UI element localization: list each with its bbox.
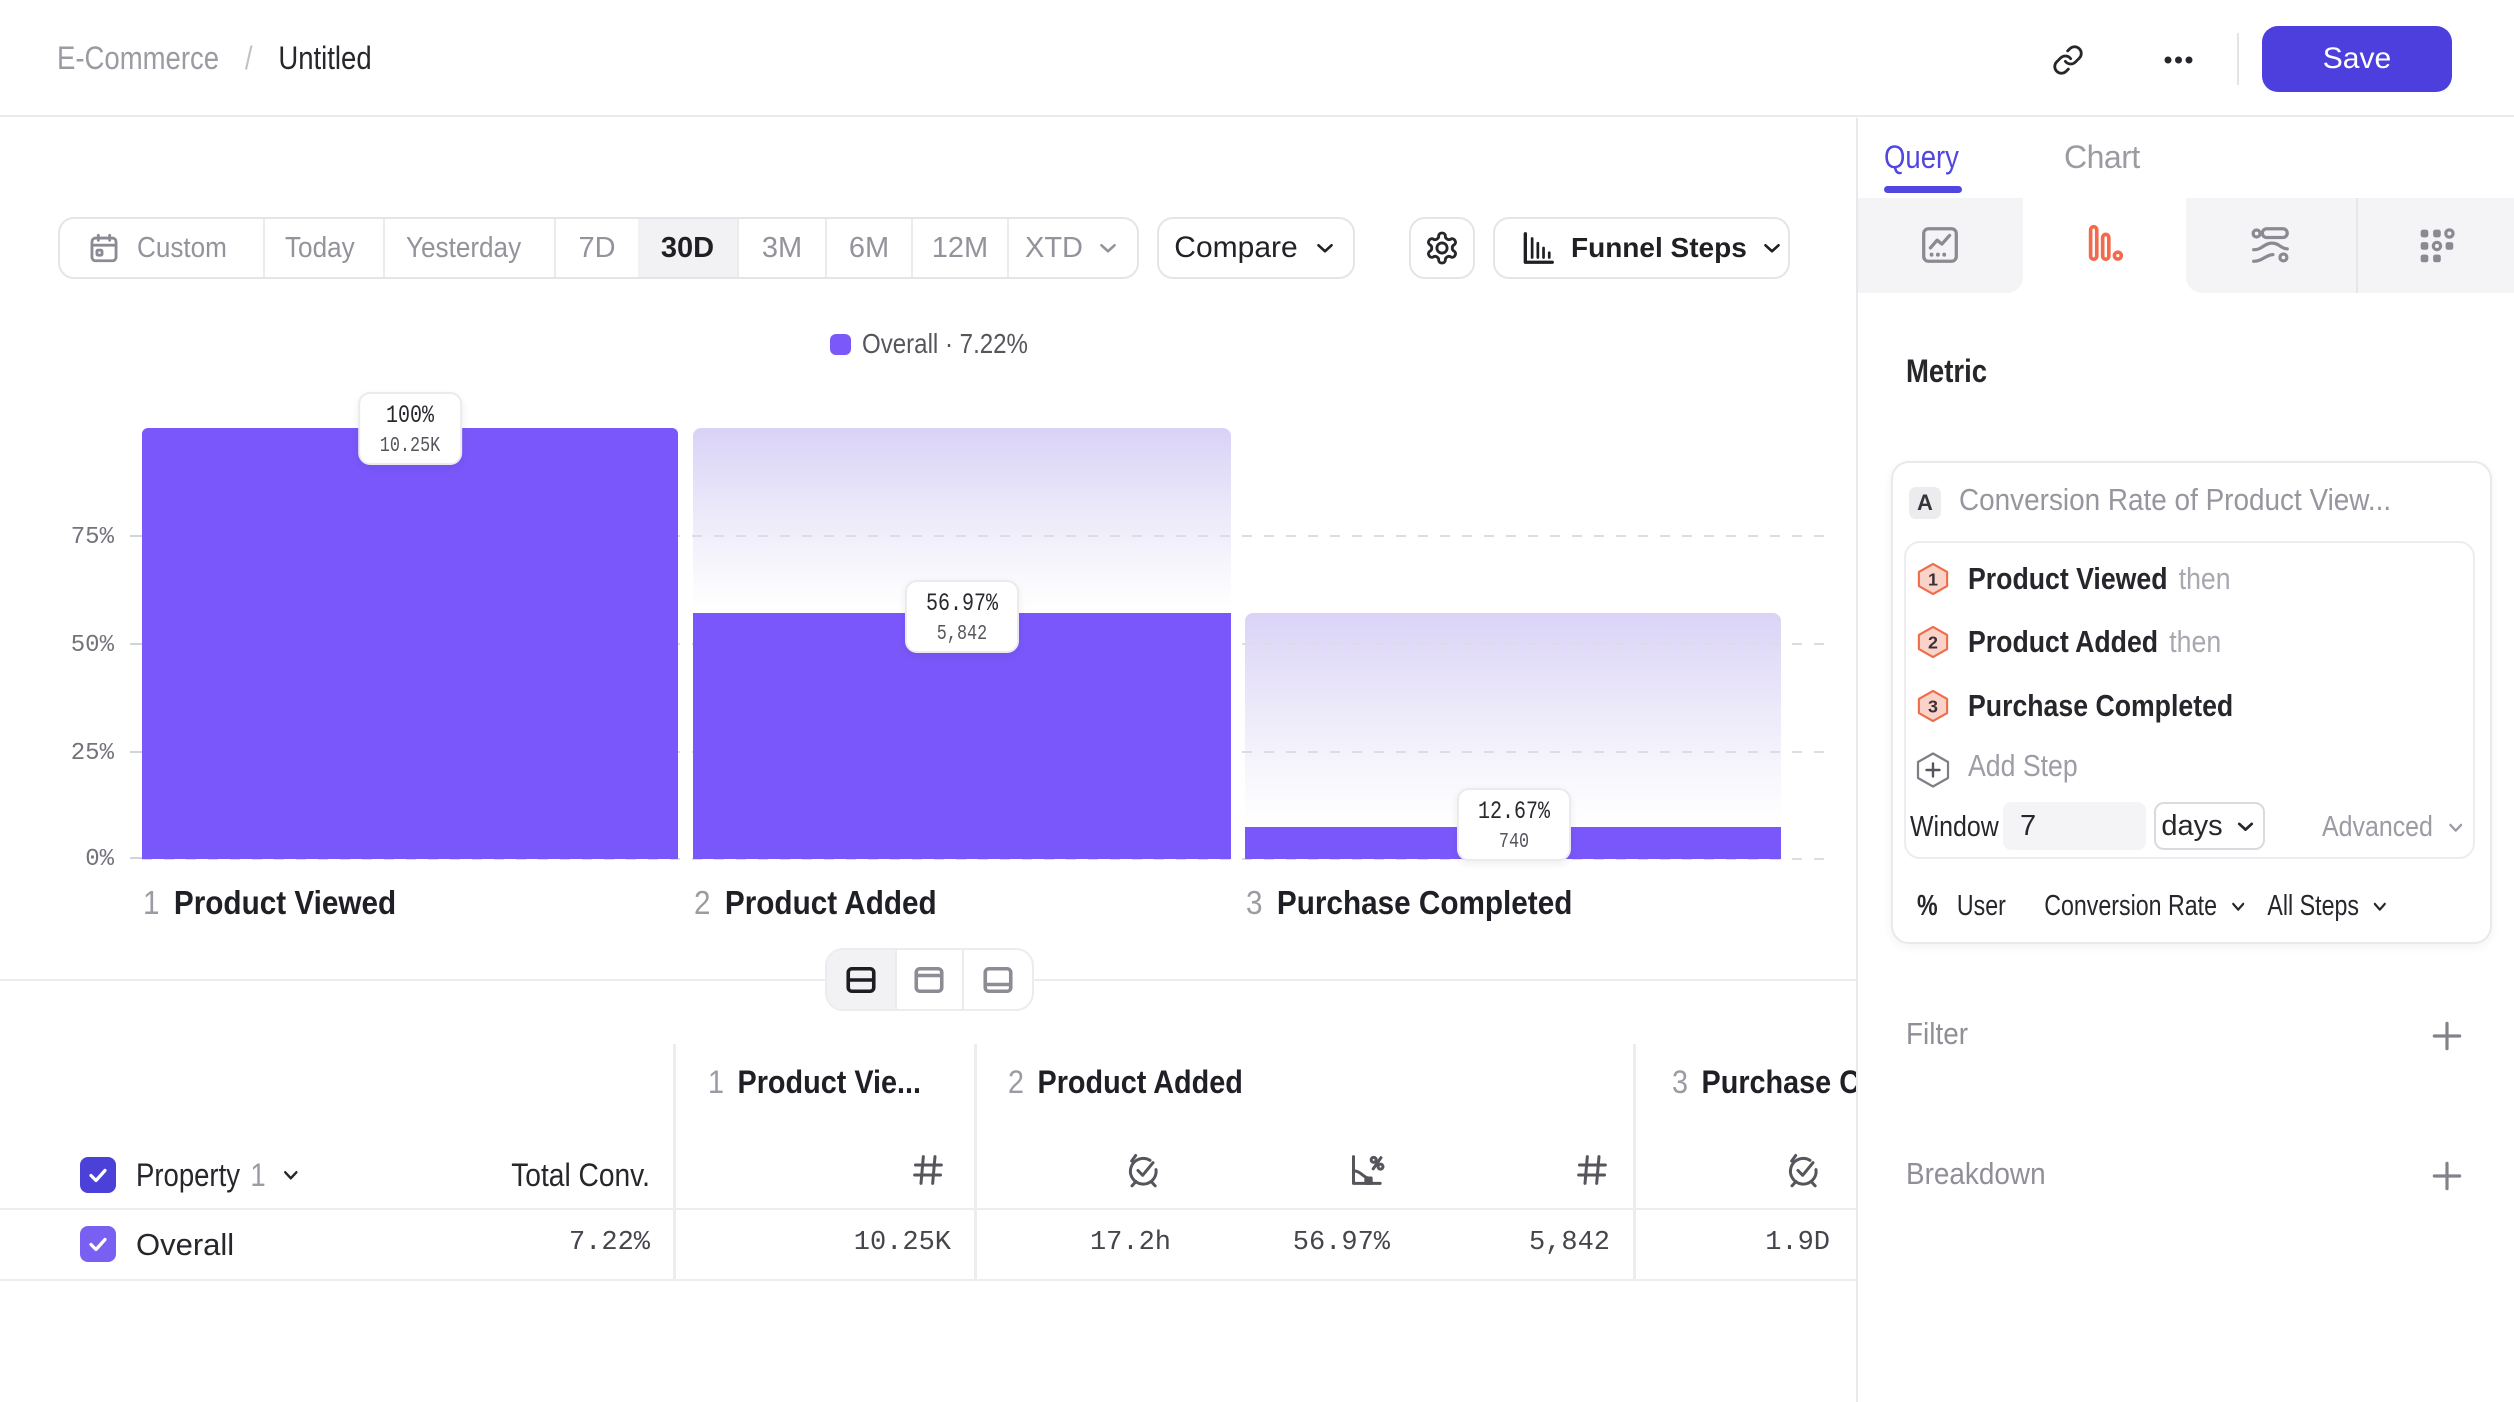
svg-text:1: 1: [1928, 570, 1938, 590]
svg-text:3: 3: [1928, 697, 1938, 717]
svg-text:2: 2: [1928, 633, 1938, 653]
